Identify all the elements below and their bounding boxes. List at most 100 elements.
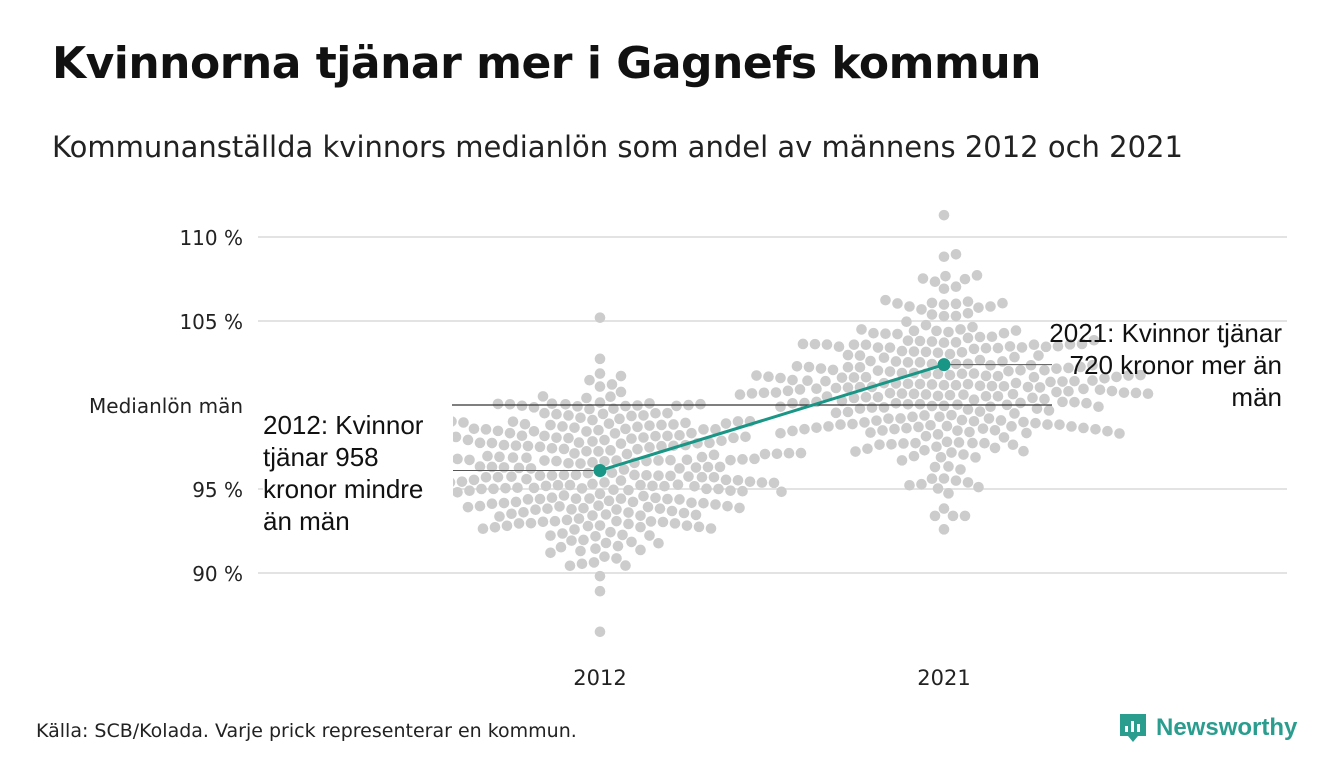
municipality-dot-2012 — [704, 437, 715, 449]
municipality-dot-2012 — [587, 457, 598, 468]
municipality-dot-2012 — [575, 545, 586, 557]
municipality-dot-2012 — [690, 462, 702, 473]
municipality-dot-2021 — [940, 270, 951, 282]
municipality-dot-2021 — [938, 299, 950, 310]
municipality-dot-2021 — [950, 310, 962, 322]
municipality-dot-2021 — [956, 347, 968, 358]
municipality-dot-2012 — [638, 432, 649, 443]
municipality-dot-2021 — [803, 361, 815, 373]
municipality-dot-2021 — [919, 444, 930, 456]
municipality-dot-2012 — [671, 400, 682, 412]
municipality-dot-2012 — [528, 402, 540, 413]
municipality-dot-2021 — [782, 385, 794, 397]
municipality-dot-2012 — [549, 515, 561, 527]
municipality-dot-2021 — [950, 249, 962, 260]
municipality-dot-2021 — [892, 298, 903, 309]
municipality-dot-2012 — [594, 520, 606, 531]
municipality-dot-2021 — [872, 365, 884, 376]
municipality-dot-2021 — [1030, 417, 1041, 429]
municipality-dot-2012 — [498, 462, 510, 473]
municipality-dot-2021 — [896, 388, 908, 399]
municipality-dot-2012 — [768, 477, 780, 489]
municipality-dot-2021 — [971, 270, 983, 281]
municipality-dot-2012 — [545, 530, 556, 541]
municipality-dot-2021 — [902, 399, 914, 410]
municipality-dot-2021 — [1066, 421, 1077, 432]
municipality-dot-2012 — [623, 507, 634, 518]
municipality-dot-2012 — [530, 504, 541, 516]
municipality-dot-2012 — [551, 455, 562, 467]
municipality-dot-2012 — [594, 381, 606, 392]
municipality-dot-2012 — [668, 419, 679, 430]
municipality-dot-2021 — [980, 370, 992, 382]
municipality-dot-2021 — [962, 477, 974, 488]
municipality-dot-2021 — [890, 398, 902, 409]
municipality-dot-2021 — [1090, 423, 1101, 435]
municipality-dot-2012 — [615, 370, 627, 382]
municipality-dot-2021 — [931, 441, 942, 453]
municipality-dot-2021 — [1076, 338, 1088, 350]
municipality-dot-2021 — [1009, 351, 1020, 363]
municipality-dot-2012 — [626, 433, 637, 444]
municipality-dot-2021 — [931, 325, 942, 337]
municipality-dot-2021 — [950, 475, 962, 486]
municipality-dot-2012 — [507, 452, 519, 463]
municipality-dot-2021 — [1078, 383, 1089, 395]
highlight-point-2012 — [593, 464, 607, 478]
municipality-dot-2021 — [938, 337, 950, 348]
municipality-dot-2012 — [599, 551, 610, 562]
municipality-dot-2021 — [775, 372, 786, 384]
municipality-dot-2012 — [587, 510, 598, 521]
annotation-leaders — [452, 364, 1052, 472]
municipality-dot-2021 — [938, 400, 950, 412]
municipality-dot-2012 — [686, 427, 697, 439]
municipality-dot-2021 — [895, 413, 906, 424]
municipality-dot-2012 — [732, 416, 744, 427]
municipality-dot-2012 — [737, 454, 748, 465]
municipality-dot-2012 — [644, 420, 655, 431]
municipality-dot-2021 — [938, 379, 950, 391]
municipality-dot-2021 — [1081, 397, 1092, 409]
municipality-dot-2021 — [1009, 408, 1020, 419]
municipality-dot-2012 — [690, 509, 702, 521]
municipality-dot-2012 — [573, 437, 585, 448]
municipality-dot-2021 — [908, 346, 920, 357]
municipality-dot-2012 — [603, 418, 615, 429]
municipality-dot-2021 — [916, 304, 927, 315]
municipality-dot-2012 — [708, 471, 720, 483]
municipality-dot-2012 — [669, 518, 681, 529]
municipality-dot-2012 — [615, 493, 627, 505]
municipality-dot-2012 — [720, 418, 732, 429]
municipality-dot-2021 — [892, 328, 903, 340]
municipality-dot-2012 — [737, 485, 748, 497]
municipality-dot-2012 — [539, 430, 550, 442]
municipality-dot-2012 — [695, 398, 706, 410]
municipality-dot-2012 — [504, 427, 516, 439]
municipality-dot-2021 — [833, 341, 845, 353]
municipality-dot-2012 — [720, 474, 732, 486]
municipality-dot-2012 — [674, 494, 685, 505]
municipality-dot-2012 — [537, 516, 549, 528]
municipality-dot-2012 — [537, 391, 549, 402]
municipality-dot-2012 — [480, 471, 492, 483]
municipality-dot-2021 — [1033, 350, 1044, 361]
municipality-dot-2021 — [947, 510, 959, 522]
municipality-dot-2021 — [932, 347, 944, 359]
municipality-dot-2012 — [522, 494, 534, 505]
municipality-dot-2012 — [506, 471, 517, 482]
municipality-dot-2021 — [926, 379, 938, 390]
municipality-dot-2012 — [725, 485, 736, 496]
municipality-dot-2012 — [551, 432, 562, 443]
municipality-dot-2021 — [929, 461, 941, 473]
municipality-dot-2012 — [474, 437, 486, 449]
municipality-dot-2021 — [1010, 377, 1022, 389]
municipality-dot-2021 — [787, 397, 798, 409]
municipality-dot-2012 — [561, 514, 573, 526]
municipality-dot-2012 — [650, 407, 661, 419]
municipality-dot-2012 — [665, 454, 676, 466]
municipality-dot-2021 — [1051, 386, 1062, 398]
municipality-dot-2021 — [1094, 384, 1106, 396]
municipality-dot-2021 — [787, 425, 798, 437]
municipality-dot-2012 — [510, 496, 522, 508]
municipality-dot-2012 — [620, 423, 631, 435]
